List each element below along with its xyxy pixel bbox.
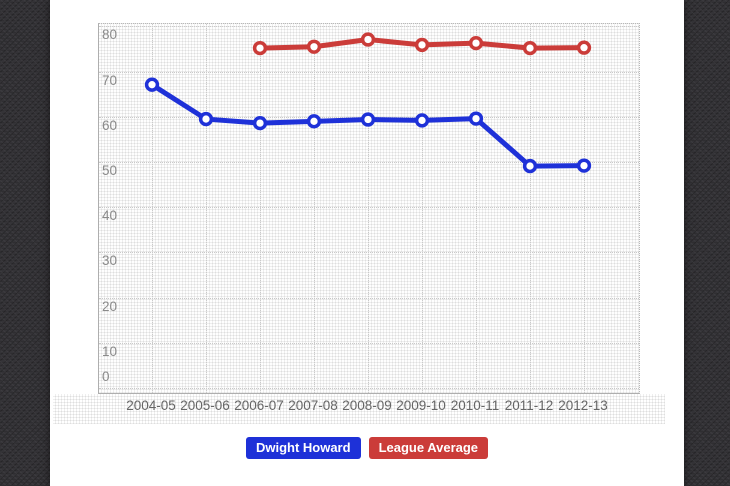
y-axis-tick-label: 60 bbox=[102, 117, 118, 133]
gridline-vertical bbox=[206, 24, 207, 393]
x-axis-tick-label: 2010-11 bbox=[450, 398, 500, 413]
gridline-horizontal bbox=[99, 252, 639, 254]
gridline-horizontal bbox=[99, 71, 639, 73]
gridline-horizontal bbox=[99, 26, 639, 28]
gridline-vertical bbox=[584, 24, 585, 393]
y-axis-tick-label: 20 bbox=[102, 298, 118, 314]
gridline-vertical bbox=[530, 24, 531, 393]
legend-item-dwight-howard[interactable]: Dwight Howard bbox=[245, 437, 361, 459]
gridline-vertical bbox=[422, 24, 423, 393]
data-point-marker-dwight-howard bbox=[576, 158, 592, 173]
x-axis-strip bbox=[53, 394, 665, 424]
gridline-horizontal bbox=[99, 388, 639, 389]
data-point-marker-dwight-howard bbox=[414, 113, 430, 128]
x-axis-tick-label: 2005-06 bbox=[180, 398, 230, 413]
chart-legend: Dwight Howard League Average bbox=[50, 437, 684, 459]
data-point-marker-dwight-howard bbox=[360, 112, 376, 127]
gridline-vertical bbox=[260, 24, 261, 393]
y-axis-tick-label: 70 bbox=[102, 72, 118, 88]
gridline-horizontal bbox=[99, 207, 639, 209]
gridline-vertical bbox=[476, 24, 477, 393]
x-axis-tick-label: 2009-10 bbox=[396, 398, 446, 413]
data-point-marker-dwight-howard bbox=[198, 111, 214, 127]
plot-area: 0 10 20 30 40 50 60 70 80 bbox=[98, 23, 640, 394]
data-point-marker-league-average bbox=[360, 32, 376, 47]
data-point-marker-league-average bbox=[306, 39, 322, 54]
x-axis-tick-label: 2012-13 bbox=[558, 398, 608, 413]
x-axis-tick-label: 2007-08 bbox=[288, 398, 338, 413]
content-panel: 0 10 20 30 40 50 60 70 80 2004-05 2005-06 2006-07 2… bbox=[50, 0, 684, 486]
y-axis-tick-label: 80 bbox=[102, 27, 118, 43]
data-point-marker-dwight-howard bbox=[306, 114, 322, 129]
data-point-marker-dwight-howard bbox=[144, 77, 160, 92]
series-layer bbox=[144, 32, 592, 174]
data-point-marker-league-average bbox=[414, 37, 430, 53]
gridline-vertical bbox=[368, 24, 369, 393]
data-point-marker-dwight-howard bbox=[252, 115, 268, 131]
data-point-marker-dwight-howard bbox=[468, 111, 484, 126]
x-axis-tick-label: 2008-09 bbox=[342, 398, 392, 413]
gridline-horizontal bbox=[99, 297, 639, 299]
data-point-marker-league-average bbox=[522, 40, 538, 56]
data-point-marker-dwight-howard bbox=[522, 158, 538, 174]
y-axis-tick-label: 40 bbox=[102, 208, 118, 224]
legend-item-league-average[interactable]: League Average bbox=[368, 437, 489, 459]
gridline-vertical bbox=[152, 24, 153, 393]
y-axis-tick-label: 50 bbox=[102, 163, 118, 178]
gridline-horizontal bbox=[99, 342, 639, 344]
gridline-horizontal bbox=[99, 162, 639, 163]
data-point-marker-league-average bbox=[252, 40, 268, 56]
data-point-marker-league-average bbox=[468, 35, 484, 51]
y-axis-tick-label: 0 bbox=[102, 369, 110, 384]
x-axis-tick-label: 2004-05 bbox=[126, 398, 176, 413]
y-axis-tick-label: 30 bbox=[102, 253, 118, 269]
y-axis-tick-label: 10 bbox=[102, 343, 118, 359]
x-axis-tick-label: 2006-07 bbox=[234, 398, 284, 413]
data-point-marker-league-average bbox=[576, 40, 592, 55]
gridline-vertical bbox=[314, 24, 315, 393]
x-axis-tick-label: 2011-12 bbox=[504, 398, 554, 413]
